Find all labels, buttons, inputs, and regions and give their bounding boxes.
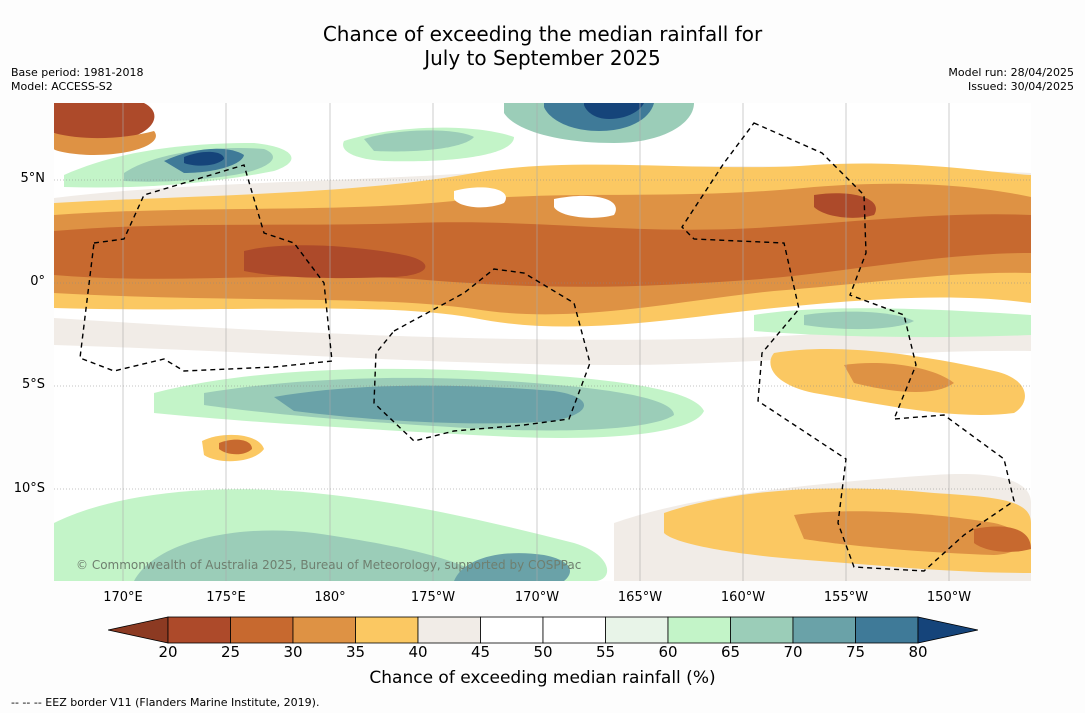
colorbar-tick-label: 40 (408, 643, 428, 661)
colorbar-tick-label: 45 (470, 643, 491, 661)
lon-label-175e: 175°E (206, 590, 246, 605)
colorbar-tick-label: 65 (720, 643, 741, 661)
colorbar-bin (605, 616, 669, 644)
region-80-north (184, 151, 224, 166)
colorbar-bin (167, 616, 231, 644)
copyright-text: © Commonwealth of Australia 2025, Bureau… (76, 558, 582, 572)
lat-label-10s: 10°S (13, 481, 45, 496)
lon-label-180: 180° (314, 590, 346, 605)
lon-label-170e: 170°E (103, 590, 143, 605)
colorbar-bin (355, 616, 419, 644)
colorbar-tick-label: 35 (345, 643, 366, 661)
region-70-south-wet (274, 385, 584, 424)
colorbar-bin (667, 616, 731, 644)
region-25-core-west (244, 245, 426, 279)
map-title-line2: July to September 2025 (424, 46, 661, 70)
colorbar-bin (855, 616, 919, 644)
meta-right: Model run: 28/04/2025 Issued: 30/04/2025 (948, 66, 1074, 94)
issued-text: Issued: 30/04/2025 (967, 80, 1074, 93)
base-period-text: Base period: 1981-2018 (11, 66, 144, 79)
colorbar-tick-label: 70 (783, 643, 803, 661)
gridlines (54, 179, 1031, 490)
region-75-south-west (454, 553, 570, 581)
region-30-west-blob (219, 439, 252, 455)
region-25-nw-corner (54, 103, 155, 141)
region-30-south-east (974, 526, 1031, 552)
lon-label-160w: 160°W (720, 590, 766, 605)
region-35-south-east (794, 511, 1022, 555)
colorbar-tick-label: 60 (658, 643, 678, 661)
colorbar-bin (730, 616, 794, 644)
region-35-east-south (844, 363, 954, 393)
colorbar-bin (417, 616, 481, 644)
lon-label-155w: 155°W (823, 590, 869, 605)
region-50-patch-b (554, 195, 616, 218)
colorbar-bin (480, 616, 544, 644)
gridlines-vertical (122, 103, 950, 581)
colorbar-tick-label: 20 (158, 643, 178, 661)
colorbar-extend-low (108, 616, 169, 644)
model-text: Model: ACCESS-S2 (11, 80, 113, 93)
lat-label-0: 0° (30, 274, 45, 289)
lon-label-175w: 175°W (410, 590, 456, 605)
lon-label-170w: 170°W (514, 590, 560, 605)
region-50-patch-a (454, 187, 506, 208)
region-65-north-mid (364, 130, 474, 152)
lon-label-150w: 150°W (926, 590, 972, 605)
model-run-text: Model run: 28/04/2025 (948, 66, 1074, 79)
colorbar-tick-label: 75 (845, 643, 866, 661)
colorbar-bin (792, 616, 856, 644)
rainfall-map: © Commonwealth of Australia 2025, Bureau… (54, 103, 1031, 581)
eez-borders (79, 122, 1015, 572)
colorbar-tick-label: 30 (283, 643, 303, 661)
eez-legend-note: -- -- -- EEZ border V11 (Flanders Marine… (11, 696, 320, 709)
colorbar-tick-label: 50 (533, 643, 553, 661)
colorbar (108, 616, 978, 644)
colorbar-title: Chance of exceeding median rainfall (%) (369, 668, 716, 688)
region-25-core-east (814, 193, 876, 218)
colorbar-tick-label: 80 (908, 643, 928, 661)
lon-label-165w: 165°W (617, 590, 663, 605)
map-title-line1: Chance of exceeding the median rainfall … (322, 22, 763, 46)
region-80-top (584, 103, 644, 119)
map-title: Chance of exceeding the median rainfall … (0, 22, 1085, 70)
colorbar-tick-label: 25 (220, 643, 241, 661)
colorbar-tick-label: 55 (595, 643, 616, 661)
lat-label-5n: 5°N (20, 171, 46, 186)
rainfall-map-canvas (54, 103, 1031, 581)
colorbar-bin (292, 616, 356, 644)
colorbar-bin (542, 616, 606, 644)
lat-label-5s: 5°S (21, 377, 45, 392)
colorbar-bin (230, 616, 294, 644)
region-35-nw-corner (54, 131, 156, 155)
colorbar-extend-high (917, 616, 978, 644)
meta-left: Base period: 1981-2018 Model: ACCESS-S2 (11, 66, 143, 94)
region-70-east-wet (804, 311, 914, 330)
region-65-south-west (134, 530, 474, 581)
